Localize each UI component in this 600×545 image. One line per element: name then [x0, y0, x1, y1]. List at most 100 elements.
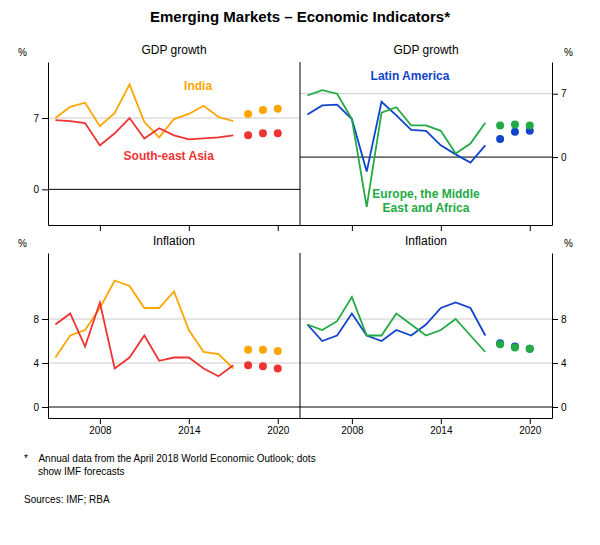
grid-line	[300, 157, 552, 158]
x-tick	[100, 225, 101, 231]
y-tick-label: 0	[561, 402, 567, 413]
grid-line	[48, 407, 300, 408]
y-tick: 0	[552, 152, 567, 163]
forecast-dot	[244, 361, 252, 369]
x-tick-mark	[100, 418, 101, 424]
x-axis-line	[301, 225, 553, 226]
y-tick: 4	[33, 358, 48, 369]
x-axis-line	[301, 418, 553, 419]
y-tick: 0	[552, 402, 567, 413]
plot-area	[55, 281, 281, 377]
plot-area	[55, 84, 281, 145]
x-axis	[49, 225, 301, 231]
y-tick: 7	[552, 88, 567, 99]
panel: GDP growth%07IndiaSouth-east Asia	[18, 43, 301, 231]
footnote: * Annual data from the April 2018 World …	[24, 453, 316, 477]
forecast-dot	[259, 362, 267, 370]
grid-line	[48, 189, 300, 190]
y-tick-label: 8	[561, 314, 567, 325]
y-axis: 07	[33, 63, 48, 226]
sources: Sources: IMF; RBA	[24, 494, 110, 505]
forecast-dot	[526, 345, 534, 353]
x-tick: 2014	[430, 418, 453, 436]
x-tick-mark	[441, 225, 442, 231]
x-tick-mark	[189, 418, 190, 424]
x-tick-mark	[352, 418, 353, 424]
y-tick: 0	[33, 184, 48, 195]
x-tick	[441, 225, 442, 231]
series-label: India	[184, 79, 212, 93]
x-tick: 2020	[267, 418, 290, 436]
x-tick-mark	[441, 418, 442, 424]
forecast-dot	[511, 120, 519, 128]
grid	[48, 319, 300, 407]
y-tick-mark	[42, 363, 48, 364]
x-tick-label: 2020	[267, 425, 290, 436]
grid	[48, 118, 300, 189]
y-tick-mark	[552, 407, 558, 408]
x-tick-mark	[189, 225, 190, 231]
y-axis-line	[552, 63, 553, 226]
grid-line	[300, 407, 552, 408]
title: Emerging Markets – Economic Indicators*	[150, 8, 450, 25]
series-line	[55, 281, 233, 369]
y-tick: 0	[33, 402, 48, 413]
forecast-dot	[496, 121, 504, 129]
y-tick-mark	[42, 319, 48, 320]
panel-title: Inflation	[405, 234, 447, 248]
series-line	[307, 90, 485, 207]
y-tick: 8	[33, 314, 48, 325]
y-axis-line	[552, 254, 553, 419]
x-axis-line	[49, 225, 301, 226]
y-tick: 7	[33, 113, 48, 124]
grid-line	[48, 319, 300, 320]
forecast-dot	[274, 105, 282, 113]
forecast-dot	[244, 346, 252, 354]
x-tick: 2008	[341, 418, 364, 436]
x-tick	[530, 225, 531, 231]
panel: Inflation%200820142020048	[18, 234, 301, 436]
plot-area	[307, 297, 533, 353]
y-tick-mark	[552, 319, 558, 320]
y-tick-label: 0	[33, 184, 39, 195]
y-tick-label: 4	[33, 358, 39, 369]
x-tick	[278, 225, 279, 231]
axis-unit: %	[564, 47, 573, 58]
series-label: Latin America	[371, 69, 450, 83]
y-tick: 4	[552, 358, 567, 369]
series-label: Europe, the MiddleEast and Africa	[372, 187, 480, 215]
axis-unit: %	[564, 238, 573, 249]
x-tick: 2020	[519, 418, 542, 436]
forecast-dot	[526, 121, 534, 129]
x-tick	[189, 225, 190, 231]
panel-title: GDP growth	[393, 43, 458, 57]
x-tick-mark	[530, 225, 531, 231]
forecast-dot	[274, 129, 282, 137]
series-line	[55, 303, 233, 377]
y-tick-mark	[552, 94, 558, 95]
y-tick-mark	[42, 407, 48, 408]
series-line	[55, 118, 233, 146]
x-axis-line	[49, 418, 301, 419]
forecast-dot	[259, 106, 267, 114]
y-tick-mark	[42, 189, 48, 190]
x-tick-mark	[530, 418, 531, 424]
series-line	[307, 102, 485, 172]
y-axis-line	[48, 63, 49, 226]
x-tick-label: 2008	[89, 425, 112, 436]
panel-title: GDP growth	[141, 43, 206, 57]
y-axis: 0 4 8	[552, 254, 567, 419]
x-tick-mark	[278, 225, 279, 231]
x-tick-label: 2014	[430, 425, 453, 436]
x-tick-label: 2008	[341, 425, 364, 436]
y-axis: 0 4 8	[33, 254, 48, 419]
forecast-dot	[244, 110, 252, 118]
y-tick-mark	[552, 157, 558, 158]
panel: GDP growth% 0 7 Latin America Europe, the Mi…	[300, 43, 573, 231]
y-tick-label: 8	[33, 314, 39, 325]
y-tick-label: 0	[33, 402, 39, 413]
x-axis: 200820142020	[49, 418, 301, 436]
x-tick: 2008	[89, 418, 112, 436]
forecast-dot	[259, 129, 267, 137]
y-tick: 8	[552, 314, 567, 325]
